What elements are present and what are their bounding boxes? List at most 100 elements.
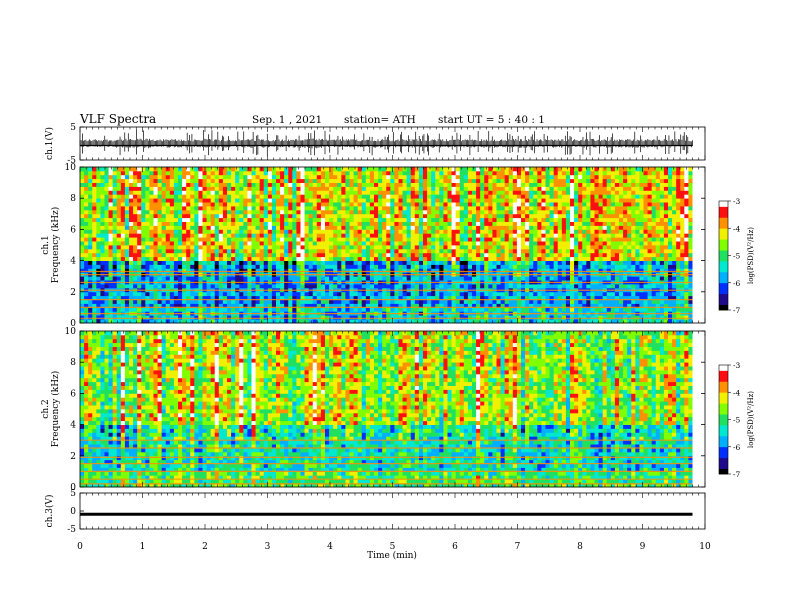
ch1spec-cell: [312, 182, 318, 187]
ch1spec-cell: [557, 299, 563, 304]
ch1spec-cell: [235, 217, 240, 222]
ch1spec-cell: [198, 315, 203, 320]
ch1spec-cell: [133, 225, 138, 230]
ch1spec-cell: [333, 237, 338, 242]
ch1spec-cell: [239, 221, 244, 226]
ch1spec-cell: [378, 225, 383, 230]
ch1spec-cell: [284, 186, 289, 191]
ch1spec-cell: [300, 237, 305, 242]
ch1spec-cell: [214, 198, 220, 203]
ch1spec-cell: [210, 252, 216, 258]
ch1spec-cell: [312, 190, 318, 195]
ch1spec-cell: [288, 303, 293, 308]
ch1spec-cell: [561, 252, 567, 258]
ch1spec-cell: [312, 213, 318, 219]
ch1spec-cell: [255, 245, 261, 250]
ch1spec-cell: [561, 245, 567, 250]
ch1spec-cell: [88, 295, 93, 300]
ch1spec-cell: [378, 213, 383, 219]
ch1spec-cell: [357, 178, 363, 183]
ch1spec-cell: [284, 291, 289, 297]
ch1spec-cell: [235, 319, 240, 324]
ch1spec-cell: [116, 190, 122, 195]
ch1spec-cell: [231, 319, 236, 324]
ch1spec-cell: [100, 307, 105, 312]
ch1spec-cell: [561, 299, 567, 304]
ch1spec-cell: [157, 241, 163, 246]
ch1spec-cell: [124, 178, 130, 183]
ch1spec-cell: [549, 268, 555, 273]
ch1spec-cell: [431, 202, 436, 207]
station-label: station= ATH: [344, 114, 416, 126]
ch1spec-cell: [129, 209, 134, 215]
ch1spec-cell: [198, 299, 203, 304]
ch1spec-cell: [133, 284, 138, 289]
ch1spec-cell: [255, 307, 261, 312]
ch1spec-cell: [423, 307, 428, 312]
ch1spec-cell: [271, 256, 277, 261]
ch1spec-cell: [235, 315, 240, 320]
ch1spec-cell: [308, 206, 314, 211]
ch1spec-cell: [157, 252, 163, 258]
ch1spec-cell: [406, 186, 412, 191]
ch1spec-cell: [463, 217, 469, 222]
ch1spec-cell: [129, 178, 134, 183]
ch1spec-cell: [210, 260, 216, 265]
ch1spec-cell: [570, 233, 575, 238]
ch1spec-cell: [296, 194, 301, 199]
ch1spec-cell: [312, 268, 318, 273]
ch1spec-cell: [198, 284, 203, 289]
ch1spec-cell: [80, 174, 85, 180]
ch1spec-cell: [137, 202, 142, 207]
ch1spec-cell: [353, 190, 359, 195]
ch1spec-cell: [337, 174, 342, 180]
ch1spec-cell: [145, 237, 150, 242]
ch1spec-cell: [574, 291, 579, 297]
ch1spec-cell: [259, 174, 265, 180]
ch1spec-cell: [88, 182, 93, 187]
ch1spec-cell: [394, 237, 399, 242]
ch1spec-cell: [382, 209, 387, 215]
ch1spec-cell: [227, 217, 232, 222]
ch1spec-cell: [263, 291, 269, 297]
ch1spec-cell: [312, 186, 318, 191]
ch1spec-cell: [578, 229, 583, 234]
ch1spec-cell: [255, 186, 261, 191]
ch1spec-cell: [300, 182, 305, 187]
ch1spec-cell: [565, 174, 571, 180]
ch1spec-cell: [186, 319, 191, 324]
ch1spec-cell: [124, 217, 130, 222]
ch1spec-cell: [222, 252, 228, 258]
ch1spec-cell: [116, 225, 122, 230]
ch1spec-cell: [239, 209, 244, 215]
ch1spec-cell: [259, 307, 265, 312]
ch1spec-cell: [378, 182, 383, 187]
ch1spec-cell: [202, 268, 207, 273]
ch1spec-cell: [88, 268, 93, 273]
ch1spec-cell: [116, 209, 122, 215]
ch1spec-cell: [500, 268, 506, 273]
ch1spec-cell: [218, 206, 224, 211]
ch1spec-cell: [80, 206, 85, 211]
ch1spec-cell: [84, 209, 89, 215]
ch1spec-cell: [80, 213, 85, 219]
ch1spec-cell: [357, 315, 363, 320]
ch1spec-cell: [410, 206, 416, 211]
ch1spec-cell: [80, 295, 85, 300]
ch1spec-cell: [96, 256, 101, 261]
ch1spec-cell: [276, 194, 281, 199]
ch1spec-cell: [451, 264, 457, 269]
ch1spec-cell: [431, 264, 436, 269]
ch1spec-cell: [565, 241, 571, 246]
ch1spec-cell: [141, 198, 146, 203]
ch1spec-cell: [329, 213, 334, 219]
ch1spec-cell: [451, 233, 457, 238]
ch1spec-cell: [259, 198, 265, 203]
ch1spec-cell: [341, 264, 346, 269]
ch1spec-cell: [341, 194, 346, 199]
ch1spec-cell: [545, 202, 550, 207]
ch1spec-cell: [304, 202, 310, 207]
ch1spec-cell: [276, 213, 281, 219]
ch1spec-cell: [476, 233, 481, 238]
ch1spec-cell: [374, 248, 379, 254]
